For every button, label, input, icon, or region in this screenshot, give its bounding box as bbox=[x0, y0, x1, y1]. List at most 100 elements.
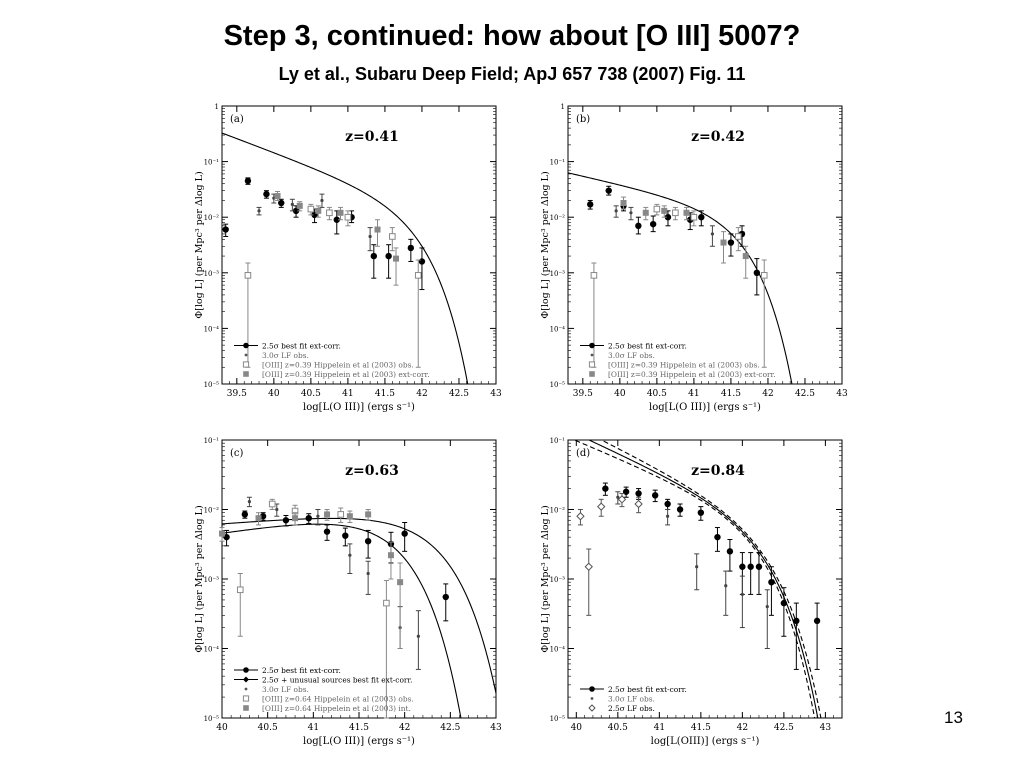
data-point bbox=[780, 599, 788, 607]
data-point bbox=[307, 205, 315, 213]
x-tick-label: 41.5 bbox=[375, 389, 395, 399]
data-point bbox=[635, 490, 642, 497]
legend-label: 2.5σ + unusual sources best fit ext-corr… bbox=[262, 676, 413, 685]
chart-panel-a: 39.5 40 40.5 41 41.5 42 42.5 43 10⁻⁵ 10⁻⁴ 10⁻³ 10⁻²… bbox=[190, 98, 510, 420]
y-axis-label: Φ[log L] (per Mpc³ per Δlog L) bbox=[194, 505, 205, 652]
data-point bbox=[305, 514, 312, 522]
y-tick-label: 10⁻⁴ bbox=[204, 325, 220, 333]
data-point bbox=[698, 214, 705, 221]
data-point bbox=[333, 216, 340, 223]
data-point bbox=[576, 512, 585, 521]
data-point bbox=[587, 201, 594, 208]
x-axis-label: log[L(O III)] (ergs s⁻¹) bbox=[303, 402, 415, 413]
data-point bbox=[393, 255, 400, 262]
data-point bbox=[653, 205, 661, 213]
y-tick-label: 10⁻⁵ bbox=[550, 715, 566, 723]
x-tick-label: 40.5 bbox=[608, 723, 628, 733]
plot-frame bbox=[567, 105, 843, 385]
x-tick-label: 43 bbox=[490, 389, 502, 399]
data-point bbox=[389, 233, 396, 240]
legend-label: [OIII] z=0.39 Hippelein et al (2003) obs… bbox=[262, 361, 414, 370]
data-series bbox=[223, 510, 449, 622]
data-series bbox=[590, 203, 768, 368]
data-point bbox=[236, 586, 244, 594]
x-tick-label: 40.5 bbox=[647, 389, 667, 399]
x-tick-label: 40 bbox=[216, 723, 228, 733]
data-point bbox=[747, 563, 754, 570]
data-point bbox=[374, 226, 381, 233]
plot-frame bbox=[221, 105, 497, 385]
redshift-label: z=0.84 bbox=[691, 463, 745, 479]
data-point bbox=[755, 563, 763, 570]
chart-svg-c: 40 40.5 41 41.5 42 42.5 43 10⁻⁵ 10⁻⁴ 10⁻³ 10⁻² 10⁻¹… bbox=[194, 437, 502, 747]
legend-marker bbox=[244, 687, 248, 691]
data-point bbox=[697, 509, 705, 516]
chart-panel-d: 40 40.5 41 41.5 42 42.5 43 10⁻⁵ 10⁻⁴ 10⁻³ 10⁻² 10⁻¹… bbox=[536, 432, 856, 754]
data-point bbox=[364, 537, 372, 545]
y-tick-label: 10⁻⁴ bbox=[204, 646, 220, 654]
panel-label: (d) bbox=[576, 448, 590, 459]
legend-marker bbox=[588, 704, 596, 712]
chart-panel-b: 39.5 40 40.5 41 41.5 42 42.5 43 10⁻⁵ 10⁻⁴ 10⁻³ 10⁻²… bbox=[536, 98, 856, 420]
data-point bbox=[416, 634, 420, 638]
data-point bbox=[584, 562, 593, 571]
x-tick-label: 41 bbox=[308, 723, 319, 733]
y-tick-label: 10⁻² bbox=[550, 214, 566, 222]
fit-curve bbox=[222, 517, 496, 694]
x-tick-label: 39.5 bbox=[573, 389, 593, 399]
data-point bbox=[661, 207, 668, 214]
data-point bbox=[590, 272, 598, 279]
legend-label: 3.0σ LF obs. bbox=[608, 695, 655, 704]
data-series bbox=[274, 190, 400, 286]
y-tick-label: 10⁻³ bbox=[204, 270, 220, 278]
legend-marker bbox=[589, 342, 595, 349]
x-tick-label: 40.5 bbox=[258, 723, 278, 733]
data-point bbox=[651, 492, 659, 499]
data-point bbox=[323, 528, 331, 535]
y-axis-label: Φ[log L] (per Mpc³ per Δlog L) bbox=[194, 171, 205, 318]
data-point bbox=[348, 553, 352, 557]
data-point bbox=[219, 530, 225, 537]
y-tick-label: 10⁻⁴ bbox=[550, 646, 566, 654]
x-tick-label: 42 bbox=[416, 389, 427, 399]
data-point bbox=[324, 511, 331, 518]
data-point bbox=[257, 209, 261, 213]
data-point bbox=[620, 200, 627, 207]
legend-marker bbox=[242, 695, 250, 702]
data-point bbox=[710, 232, 715, 236]
data-point bbox=[368, 234, 372, 239]
y-tick-label: 10⁻² bbox=[204, 214, 220, 222]
data-point bbox=[326, 209, 333, 217]
data-point bbox=[342, 532, 349, 539]
panel-label: (b) bbox=[576, 114, 590, 125]
data-point bbox=[742, 253, 749, 260]
data-point bbox=[714, 533, 721, 541]
x-tick-label: 42 bbox=[737, 723, 748, 733]
data-point bbox=[793, 617, 800, 625]
x-tick-label: 40 bbox=[614, 389, 626, 399]
data-point bbox=[268, 500, 276, 508]
data-point bbox=[370, 252, 378, 260]
data-point bbox=[642, 209, 649, 216]
slide-title: Step 3, continued: how about [O III] 500… bbox=[223, 20, 801, 52]
data-series bbox=[576, 492, 643, 616]
data-series bbox=[620, 196, 749, 279]
data-point bbox=[727, 239, 735, 246]
data-point bbox=[672, 209, 679, 217]
legend: 2.5σ best fit ext-corr.3.0σ LF obs.2.5σ … bbox=[580, 685, 687, 713]
legend-marker bbox=[243, 676, 249, 683]
data-point bbox=[664, 500, 671, 508]
legend-label: 2.5σ best fit ext-corr. bbox=[262, 666, 341, 675]
legend-label: 2.5σ best fit ext-corr. bbox=[608, 342, 687, 351]
data-point bbox=[407, 244, 415, 252]
data-point bbox=[320, 198, 324, 203]
data-point bbox=[278, 199, 285, 207]
x-tick-label: 42 bbox=[762, 389, 773, 399]
legend-label: 3.0σ LF obs. bbox=[262, 685, 309, 694]
data-point bbox=[629, 211, 633, 215]
legend-marker bbox=[590, 697, 594, 700]
data-point bbox=[344, 213, 352, 221]
legend-marker bbox=[243, 342, 249, 349]
chart-svg-a: 39.5 40 40.5 41 41.5 42 42.5 43 10⁻⁵ 10⁻⁴ 10⁻³ 10⁻²… bbox=[194, 103, 502, 413]
data-series bbox=[587, 185, 761, 296]
